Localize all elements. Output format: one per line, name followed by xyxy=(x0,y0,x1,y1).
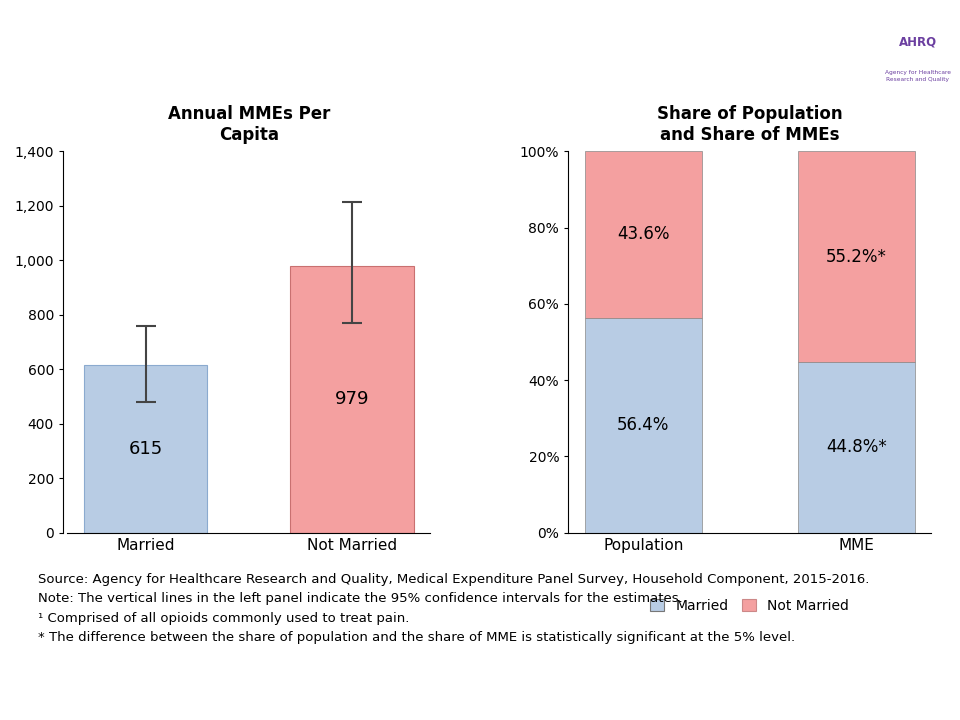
Text: Source: Agency for Healthcare Research and Quality, Medical Expenditure Panel Su: Source: Agency for Healthcare Research a… xyxy=(38,573,870,644)
Title: Annual MMEs Per
Capita: Annual MMEs Per Capita xyxy=(168,105,330,144)
Ellipse shape xyxy=(816,10,902,121)
Bar xyxy=(290,266,414,533)
Bar xyxy=(84,365,207,533)
Text: 615: 615 xyxy=(129,440,162,458)
Text: 979: 979 xyxy=(335,390,369,408)
Bar xyxy=(798,362,915,533)
Legend: Married, Not Married: Married, Not Married xyxy=(645,593,854,618)
Bar xyxy=(585,318,702,533)
Bar xyxy=(585,151,702,318)
Text: 56.4%: 56.4% xyxy=(617,416,669,434)
Bar xyxy=(878,11,957,120)
Title: Share of Population
and Share of MMEs: Share of Population and Share of MMEs xyxy=(657,105,843,144)
Text: 44.8%*: 44.8%* xyxy=(826,438,886,456)
Text: 55.2%*: 55.2%* xyxy=(826,248,887,266)
Text: Agency for Healthcare
Research and Quality: Agency for Healthcare Research and Quali… xyxy=(885,71,950,82)
Text: AHRQ: AHRQ xyxy=(899,35,937,48)
Text: Figure 4b: Annual Morphine Milligram Equivalents (MMEs) of outpatient prescripti: Figure 4b: Annual Morphine Milligram Equ… xyxy=(10,36,778,95)
Bar xyxy=(798,151,915,362)
Text: 43.6%: 43.6% xyxy=(617,225,669,243)
